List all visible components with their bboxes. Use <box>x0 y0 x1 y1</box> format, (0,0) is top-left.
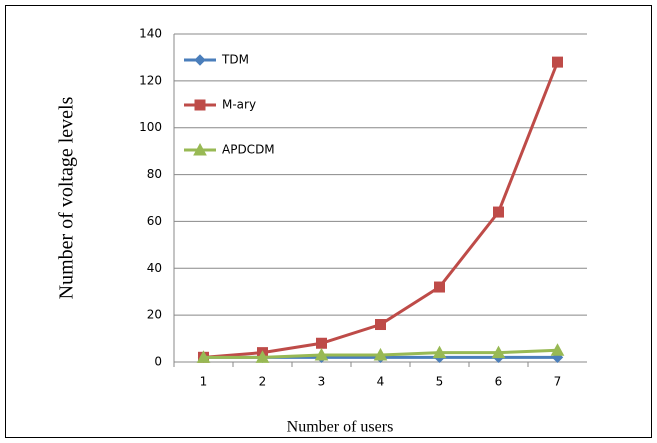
legend-label: M-ary <box>222 98 256 112</box>
x-tick-label: 1 <box>200 375 208 389</box>
y-tick-label: 0 <box>154 355 162 369</box>
y-tick-label: 120 <box>139 73 162 87</box>
x-tick-label: 7 <box>554 375 562 389</box>
legend-marker <box>193 142 207 156</box>
data-point <box>314 347 329 361</box>
data-point <box>196 350 211 363</box>
legend-label: TDM <box>221 53 249 67</box>
y-tick-label: 80 <box>147 167 162 181</box>
data-point <box>316 337 327 349</box>
data-point <box>375 319 386 331</box>
legend-marker <box>194 99 206 111</box>
data-point <box>373 347 388 361</box>
y-tick-label: 20 <box>147 308 162 322</box>
data-point <box>432 345 447 359</box>
x-tick-label: 5 <box>436 375 444 389</box>
y-axis-title: Number of voltage levels <box>56 96 78 299</box>
legend-marker <box>194 54 206 66</box>
legend-label: APDCDM <box>222 143 275 157</box>
data-point <box>434 281 445 293</box>
data-point <box>255 350 270 363</box>
x-axis-title: Number of users <box>287 419 394 436</box>
x-tick-label: 3 <box>318 375 326 389</box>
data-point <box>552 56 563 68</box>
y-tick-label: 40 <box>147 261 162 275</box>
y-tick-label: 100 <box>139 120 162 134</box>
x-tick-label: 4 <box>377 375 385 389</box>
x-tick-label: 2 <box>259 375 267 389</box>
data-point <box>493 206 504 218</box>
data-point <box>491 345 506 359</box>
x-tick-label: 6 <box>495 375 503 389</box>
y-tick-label: 60 <box>147 214 162 228</box>
data-point <box>550 343 565 356</box>
y-tick-label: 140 <box>139 27 162 41</box>
